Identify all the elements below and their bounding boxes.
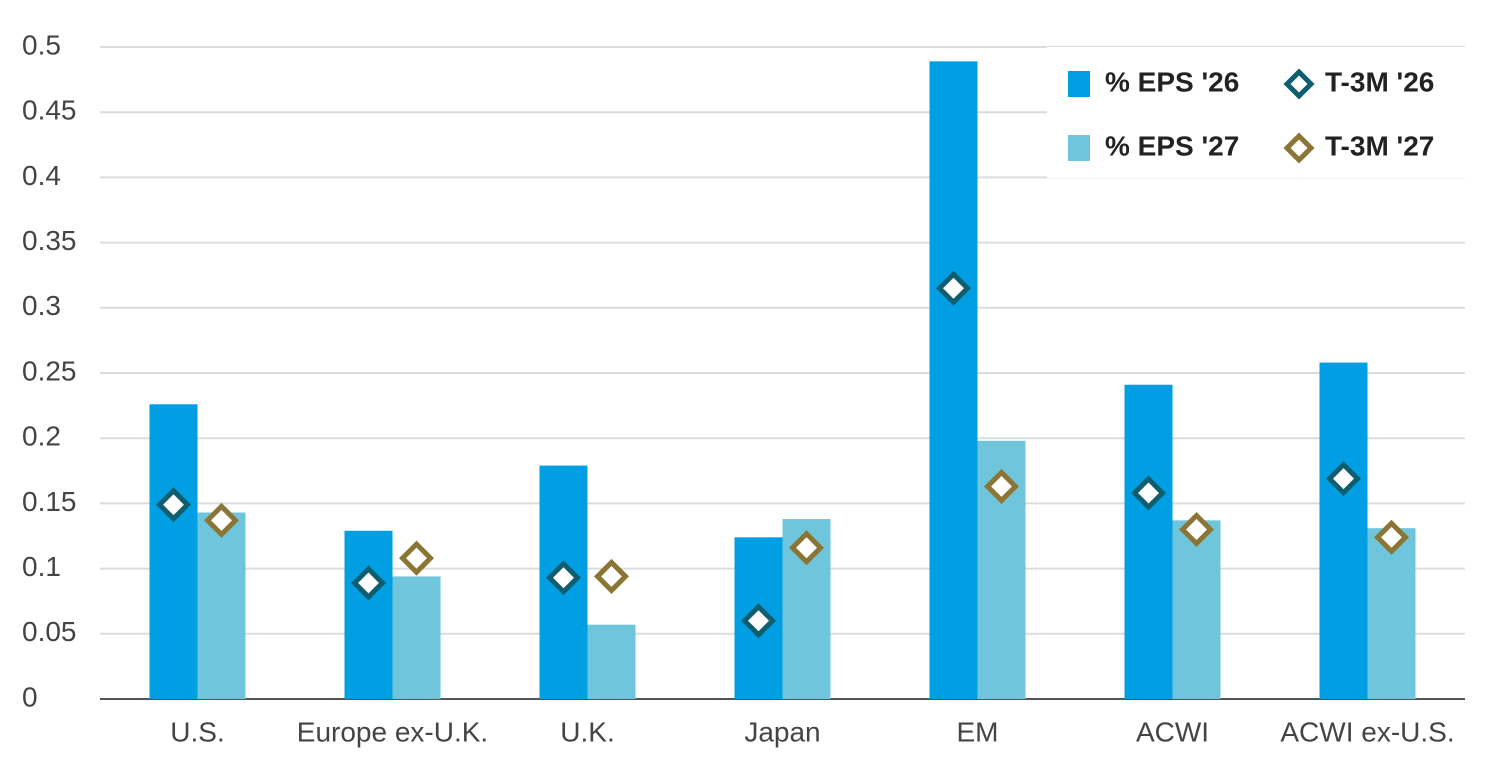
diamond-marker (155, 487, 192, 523)
y-tick-label: 0.05 (22, 616, 77, 647)
bar (1319, 362, 1368, 699)
y-tick-label: 0.15 (22, 486, 77, 517)
legend-label: % EPS '27 (1105, 130, 1239, 161)
legend-swatch (1068, 71, 1090, 97)
x-tick-label: Japan (744, 716, 820, 747)
diamond-marker (788, 530, 825, 566)
legend-label: T-3M '26 (1325, 66, 1434, 97)
y-tick-label: 0.4 (22, 160, 61, 191)
diamond-marker (203, 502, 240, 538)
diamond-marker (545, 560, 582, 596)
legend-label: T-3M '27 (1325, 130, 1434, 161)
x-tick-label: ACWI ex-U.S. (1280, 716, 1454, 747)
x-tick-label: EM (957, 716, 999, 747)
diamond-marker (593, 558, 630, 594)
bar (197, 512, 246, 699)
bar (929, 61, 978, 700)
diamond-marker (1373, 519, 1410, 555)
legend-swatch (1283, 132, 1315, 164)
diamond-marker (1178, 511, 1215, 548)
diamond-marker (1130, 475, 1167, 511)
bar (1124, 384, 1173, 699)
y-tick-label: 0.1 (22, 551, 61, 582)
x-tick-label: ACWI (1136, 716, 1209, 747)
diamond-marker (983, 468, 1020, 504)
y-tick-label: 0 (22, 681, 38, 712)
bar (1367, 528, 1416, 699)
legend-label: % EPS '26 (1105, 66, 1239, 97)
y-tick-label: 0.35 (22, 225, 77, 256)
y-tick-label: 0.3 (22, 290, 61, 321)
y-tick-label: 0.2 (22, 421, 61, 452)
legend-swatch (1068, 135, 1090, 161)
bar (1172, 520, 1221, 699)
x-tick-label: U.S. (170, 716, 224, 747)
legend-swatch (1283, 68, 1315, 100)
diamond-marker (1325, 461, 1362, 497)
bar (149, 404, 198, 699)
diamond-marker (350, 565, 387, 601)
x-tick-label: Europe ex-U.K. (297, 716, 488, 747)
diamond-marker (398, 540, 435, 576)
y-tick-label: 0.5 (22, 29, 61, 60)
diamond-marker (935, 270, 972, 306)
y-tick-label: 0.45 (22, 95, 77, 126)
diamond-marker (740, 603, 777, 639)
y-tick-label: 0.25 (22, 355, 77, 386)
legend-box (1047, 47, 1465, 178)
bar (587, 624, 636, 699)
bar (392, 576, 441, 699)
bar (344, 530, 393, 699)
x-tick-label: U.K. (560, 716, 614, 747)
